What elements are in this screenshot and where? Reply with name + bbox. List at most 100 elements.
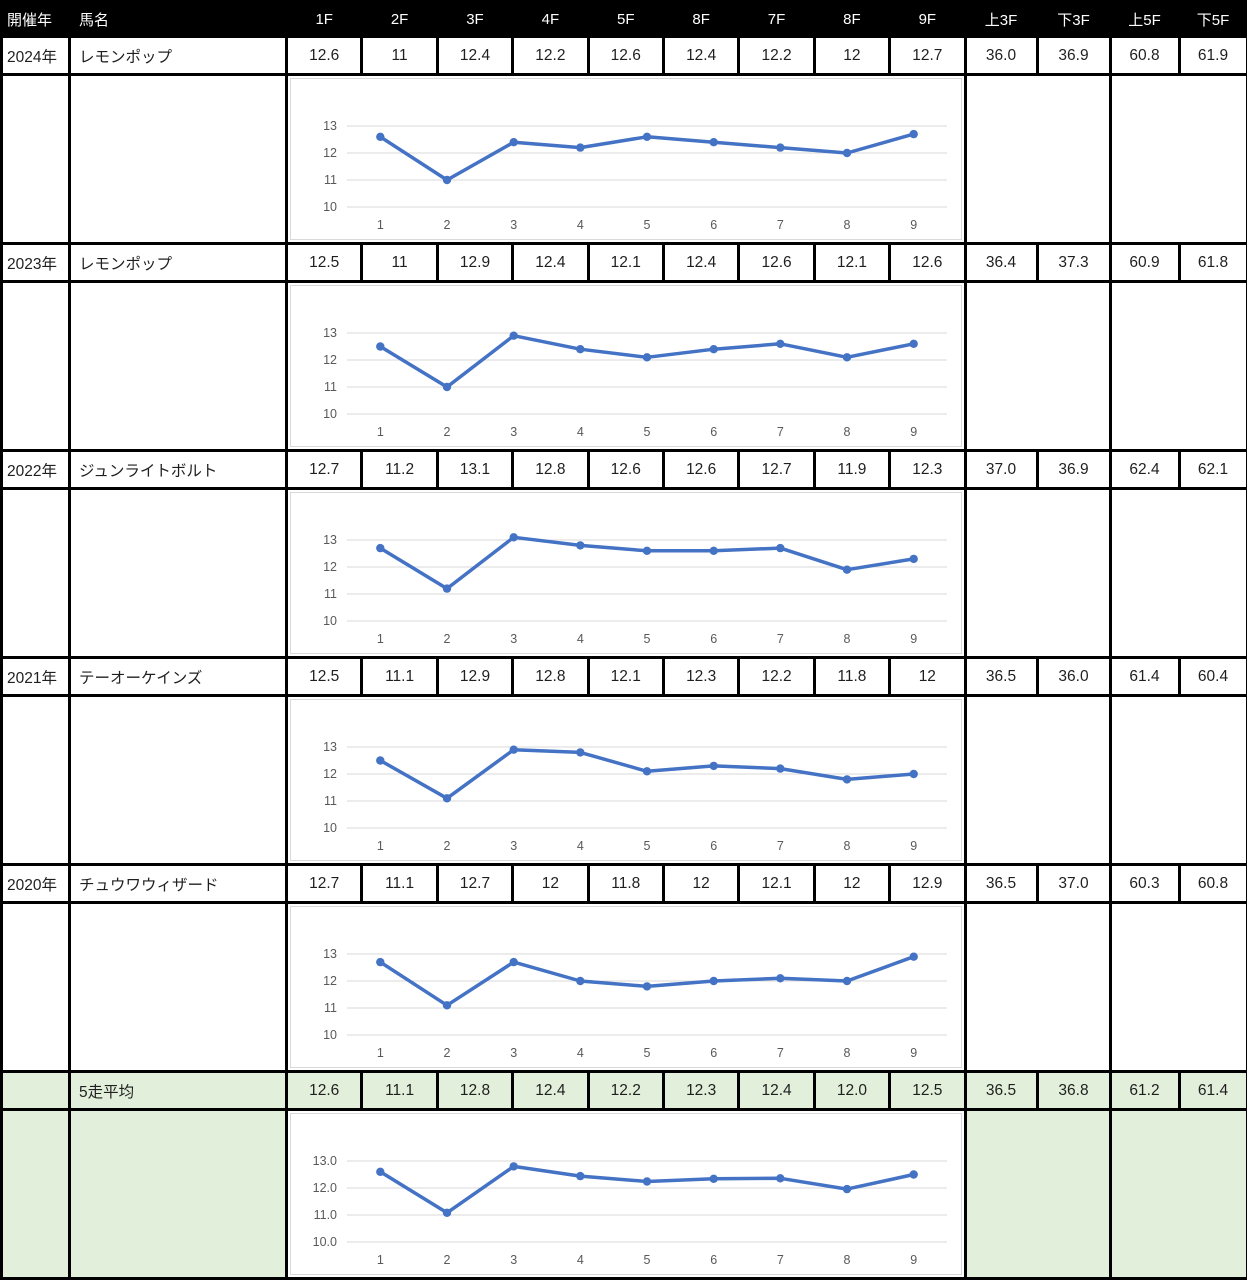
- svg-text:9: 9: [910, 1046, 917, 1060]
- empty-year-cell: [3, 1111, 68, 1277]
- svg-text:3: 3: [510, 425, 517, 439]
- empty-name-cell: [71, 1111, 285, 1277]
- agg-cell: 36.5: [966, 659, 1036, 694]
- svg-text:7: 7: [777, 1046, 784, 1060]
- lap-cell: 12.6: [589, 38, 662, 73]
- agg-cell: 60.9: [1111, 245, 1178, 280]
- svg-text:13: 13: [323, 947, 337, 961]
- lap-cell: 12.9: [438, 659, 512, 694]
- svg-text:2: 2: [444, 632, 451, 646]
- lap-cell: 12.7: [891, 38, 964, 73]
- lap-cell: 12.8: [514, 452, 587, 487]
- lap-cell: 12.2: [589, 1073, 662, 1108]
- svg-text:6: 6: [710, 632, 717, 646]
- svg-text:10: 10: [323, 200, 337, 214]
- agg-cell: 36.0: [1038, 659, 1109, 694]
- lap-cell: 12.1: [589, 659, 662, 694]
- col-header-1f: 1F: [288, 3, 361, 35]
- average-lap-line-chart: 13.0 12.0 11.0 10.0 1 2 3 4 5 6 7 8 9: [290, 1113, 962, 1275]
- svg-text:4: 4: [577, 425, 584, 439]
- svg-text:3: 3: [510, 1253, 517, 1267]
- svg-text:11: 11: [324, 794, 337, 808]
- agg-cell: 62.1: [1180, 452, 1246, 487]
- horse-name-cell: チュウワウィザード: [71, 866, 285, 901]
- agg-cell: 36.5: [966, 866, 1036, 901]
- empty-3f-cell: [966, 490, 1109, 656]
- svg-text:8: 8: [844, 632, 851, 646]
- svg-text:4: 4: [577, 632, 584, 646]
- empty-5f-cell: [1111, 283, 1246, 449]
- lap-cell: 12.7: [288, 866, 361, 901]
- svg-text:10.0: 10.0: [313, 1235, 337, 1249]
- lap-cell: 12.4: [514, 245, 587, 280]
- lap-line-chart: 13 12 11 10 1 2 3 4 5 6 7 8 9: [290, 285, 962, 447]
- empty-name-cell: [71, 76, 285, 242]
- col-header-5f: 5F: [589, 3, 662, 35]
- svg-text:5: 5: [644, 1046, 651, 1060]
- svg-text:13: 13: [323, 326, 337, 340]
- agg-cell: 60.8: [1111, 38, 1178, 73]
- agg-cell: 37.0: [1038, 866, 1109, 901]
- lap-cell: 12.9: [438, 245, 512, 280]
- svg-text:13: 13: [323, 533, 337, 547]
- lap-cell: 12.2: [514, 38, 587, 73]
- lap-cell: 11.1: [363, 866, 436, 901]
- svg-text:2: 2: [444, 1253, 451, 1267]
- empty-5f-cell: [1111, 76, 1246, 242]
- svg-text:7: 7: [777, 218, 784, 232]
- year-cell: 2022年: [3, 452, 68, 487]
- empty-name-cell: [71, 697, 285, 863]
- svg-text:13.0: 13.0: [313, 1154, 337, 1168]
- lap-cell: 12.3: [891, 452, 964, 487]
- svg-text:8: 8: [844, 425, 851, 439]
- empty-5f-cell: [1111, 1111, 1246, 1277]
- agg-cell: 62.4: [1111, 452, 1178, 487]
- svg-text:8: 8: [844, 218, 851, 232]
- lap-cell: 11: [363, 245, 436, 280]
- agg-cell: 60.8: [1180, 866, 1246, 901]
- col-header-2f: 2F: [363, 3, 436, 35]
- lap-cell: 12.7: [438, 866, 512, 901]
- svg-text:5: 5: [644, 632, 651, 646]
- lap-cell: 12.4: [514, 1073, 587, 1108]
- empty-3f-cell: [966, 904, 1109, 1070]
- lap-cell: 12: [664, 866, 738, 901]
- lap-cell: 11.2: [363, 452, 436, 487]
- agg-cell: 36.4: [966, 245, 1036, 280]
- svg-text:9: 9: [910, 425, 917, 439]
- svg-text:12: 12: [323, 974, 337, 988]
- agg-cell: 61.2: [1111, 1073, 1178, 1108]
- svg-text:9: 9: [910, 1253, 917, 1267]
- lap-cell: 12.7: [740, 452, 813, 487]
- col-header-9f: 9F: [891, 3, 964, 35]
- lap-cell: 12.1: [589, 245, 662, 280]
- col-header-first5f: 上5F: [1111, 3, 1178, 35]
- agg-cell: 36.9: [1038, 38, 1109, 73]
- agg-cell: 61.4: [1111, 659, 1178, 694]
- lap-cell: 12.7: [288, 452, 361, 487]
- svg-text:10: 10: [323, 1028, 337, 1042]
- svg-text:7: 7: [777, 632, 784, 646]
- horse-name-cell: ジュンライトボルト: [71, 452, 285, 487]
- lap-cell: 12.6: [740, 245, 813, 280]
- lap-line-chart: 13 12 11 10 1 2 3 4 5 6 7 8 9: [290, 906, 962, 1068]
- lap-cell: 12: [815, 38, 889, 73]
- year-cell: 2024年: [3, 38, 68, 73]
- svg-text:6: 6: [710, 1253, 717, 1267]
- svg-text:1: 1: [377, 839, 384, 853]
- empty-year-cell: [3, 283, 68, 449]
- lap-cell: 12.9: [891, 866, 964, 901]
- svg-text:7: 7: [777, 425, 784, 439]
- agg-cell: 60.4: [1180, 659, 1246, 694]
- svg-text:2: 2: [444, 1046, 451, 1060]
- empty-year-cell: [3, 904, 68, 1070]
- svg-text:6: 6: [710, 1046, 717, 1060]
- year-cell: [3, 1073, 68, 1108]
- svg-text:10: 10: [323, 821, 337, 835]
- empty-3f-cell: [966, 283, 1109, 449]
- lap-cell: 12: [891, 659, 964, 694]
- lap-line-chart: 13 12 11 10 1 2 3 4 5 6 7 8 9: [290, 78, 962, 240]
- average-label-cell: 5走平均: [71, 1073, 285, 1108]
- agg-cell: 37.3: [1038, 245, 1109, 280]
- svg-text:2: 2: [444, 425, 451, 439]
